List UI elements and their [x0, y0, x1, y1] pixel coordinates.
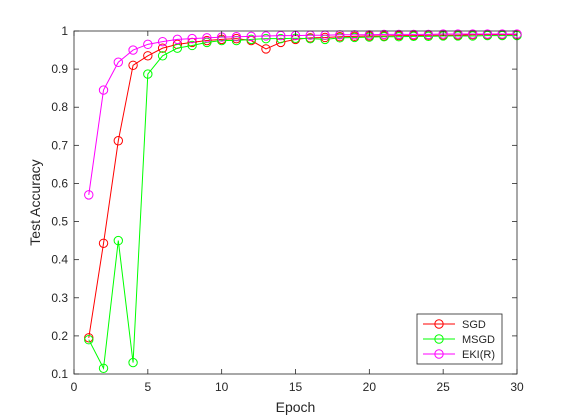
data-point-eki-r: [187, 33, 197, 44]
data-point-sgd: [128, 60, 138, 71]
y-tick-label: 1: [61, 24, 68, 38]
x-axis-label: Epoch: [276, 399, 316, 415]
x-tick-label: 5: [144, 380, 151, 394]
legend-label-sgd: SGD: [462, 319, 486, 331]
data-point-sgd: [98, 238, 109, 248]
data-point-sgd: [143, 51, 153, 61]
data-point-eki-r: [202, 33, 212, 43]
legend-marker-msgd: [434, 334, 444, 344]
data-point-eki-r: [261, 31, 271, 41]
data-point-msgd: [335, 33, 345, 43]
data-point-msgd: [276, 33, 286, 44]
data-point-eki-r: [143, 39, 153, 50]
y-tick-label: 0.3: [51, 291, 68, 305]
x-tick-label: 0: [71, 380, 78, 394]
data-point-eki-r: [98, 85, 109, 95]
data-point-eki-r: [379, 29, 389, 40]
data-point-eki-r: [438, 29, 448, 39]
data-point-eki-r: [453, 29, 463, 39]
data-point-msgd: [128, 357, 138, 368]
data-point-eki-r: [172, 34, 183, 45]
data-point-sgd: [157, 43, 168, 53]
series-line-eki-r: [88, 33, 517, 195]
data-point-eki-r: [246, 31, 256, 42]
data-point-msgd: [394, 32, 404, 42]
x-tick-label: 20: [363, 380, 377, 394]
axes-layer: 0 5 10 15 20 25 30 0.1 0.2 0.3 0.4 0.5 0.6 0.7 0.8 0.9 1: [51, 24, 524, 394]
y-tick-label: 0.1: [51, 367, 68, 381]
x-tick-label: 10: [215, 380, 229, 394]
data-point-eki-r: [468, 29, 478, 39]
legend-label-eki-r: EKI(R): [462, 349, 495, 361]
data-point-eki-r: [84, 190, 94, 200]
data-point-eki-r: [394, 29, 404, 40]
data-point-msgd: [143, 69, 153, 79]
data-point-eki-r: [231, 32, 242, 42]
data-point-eki-r: [128, 45, 138, 55]
data-point-msgd: [157, 51, 168, 61]
x-tick-label: 30: [510, 380, 524, 394]
y-axis-label: Test Accuracy: [27, 159, 43, 245]
y-tick-label: 0.9: [51, 62, 68, 76]
data-point-msgd: [113, 235, 124, 246]
y-tick-label: 0.7: [51, 138, 68, 152]
legend: SGD MSGD EKI(R): [416, 313, 503, 365]
data-point-eki-r: [157, 36, 168, 47]
data-point-msgd: [379, 32, 389, 42]
x-tick-label: 15: [289, 380, 303, 394]
data-point-msgd: [261, 33, 271, 44]
data-point-msgd: [216, 35, 227, 46]
data-point-eki-r: [408, 29, 419, 40]
data-point-msgd: [98, 363, 109, 373]
data-point-eki-r: [497, 29, 507, 39]
y-tick-label: 0.2: [51, 329, 68, 343]
data-point-msgd: [349, 32, 360, 43]
legend-label-msgd: MSGD: [462, 334, 495, 346]
data-point-sgd: [113, 136, 124, 146]
data-point-msgd: [305, 33, 315, 44]
data-point-sgd: [261, 44, 271, 54]
data-point-msgd: [246, 34, 256, 45]
data-point-eki-r: [113, 57, 124, 67]
legend-marker-eki-r: [434, 349, 444, 359]
data-point-msgd: [84, 335, 94, 345]
data-point-eki-r: [482, 29, 493, 39]
data-point-eki-r: [423, 29, 434, 40]
y-tick-label: 0.6: [51, 176, 68, 190]
y-tick-label: 0.8: [51, 100, 68, 114]
y-tick-label: 0.4: [51, 253, 68, 267]
legend-marker-sgd: [434, 319, 444, 329]
x-tick-label: 25: [436, 380, 450, 394]
series-layer: [84, 29, 522, 373]
y-tick-label: 0.5: [51, 215, 68, 229]
data-point-msgd: [187, 40, 197, 51]
